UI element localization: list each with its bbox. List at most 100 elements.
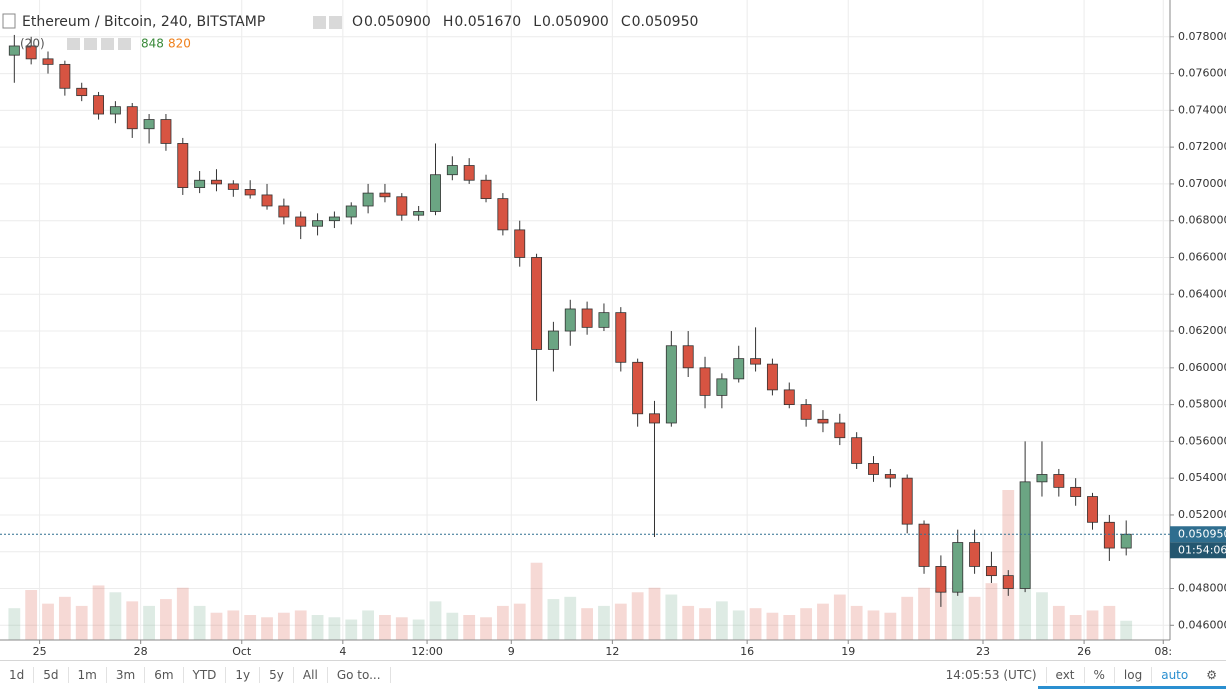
icon[interactable] (101, 38, 114, 50)
volume-bar (682, 605, 695, 640)
volume-bar (901, 596, 914, 640)
volume-bar (1019, 553, 1032, 640)
volume-bar (598, 605, 610, 640)
y-tick-label: 0.078000 (1178, 30, 1226, 43)
volume-bar (193, 605, 206, 640)
range-button[interactable]: 6m (145, 667, 184, 683)
range-button[interactable]: 5y (260, 667, 294, 683)
option-button[interactable]: % (1085, 667, 1115, 683)
candle-body (109, 106, 121, 115)
candle-body (665, 345, 677, 424)
y-tick-label: 0.076000 (1178, 67, 1226, 80)
candle-body (1120, 533, 1132, 549)
x-tick-label: 4 (339, 645, 346, 658)
ohlc-value: 0.050900 (542, 14, 609, 30)
candle-body (547, 330, 559, 350)
last-price-box (1170, 526, 1226, 543)
candle-body (699, 367, 711, 396)
last-price-label: 0.050950 (1178, 527, 1226, 540)
candle-body (93, 95, 105, 115)
x-tick-label: 26 (1077, 645, 1091, 658)
range-button[interactable]: 1m (69, 667, 107, 683)
candle-body (834, 422, 846, 439)
option-button[interactable]: log (1115, 667, 1153, 683)
settings-button[interactable]: ⚙ (1206, 668, 1217, 682)
goto-button[interactable]: Go to... (328, 667, 391, 683)
candle-body (59, 63, 71, 89)
volume-value: 848 (141, 37, 164, 51)
volume-bar (547, 599, 560, 640)
candle-body (581, 308, 593, 328)
range-button[interactable]: 1d (0, 667, 35, 683)
volume-average: 820 (168, 37, 191, 51)
icon[interactable] (118, 38, 131, 50)
volume-bar (345, 619, 358, 640)
candle-body (800, 404, 812, 420)
range-button[interactable]: YTD (184, 667, 227, 683)
volume-bar (749, 608, 762, 640)
volume-bar (210, 612, 223, 640)
y-tick-label: 0.052000 (1178, 508, 1226, 521)
volume-bar (277, 612, 290, 640)
candle-body (430, 174, 441, 212)
volume-bar (412, 619, 425, 640)
volume-bar (631, 592, 644, 640)
volume-bar (951, 580, 964, 640)
icon[interactable] (313, 16, 326, 29)
volume-bar (833, 594, 846, 640)
volume-bar (1002, 490, 1015, 640)
candle-body (345, 205, 357, 218)
volume-bar (58, 596, 71, 640)
range-button[interactable]: 5d (34, 667, 69, 683)
candle-body (25, 45, 37, 60)
x-tick-label: Oct (232, 645, 252, 658)
y-tick-label: 0.058000 (1178, 398, 1226, 411)
y-tick-label: 0.054000 (1178, 471, 1226, 484)
volume-bar (985, 583, 998, 640)
x-tick-label: 23 (976, 645, 990, 658)
volume-bar (311, 615, 324, 640)
volume-bar (715, 601, 728, 640)
active-indicator (1038, 686, 1226, 689)
volume-bar (968, 596, 981, 640)
range-button[interactable]: 1y (226, 667, 261, 683)
candle-body (42, 58, 54, 65)
volume-bar (850, 605, 863, 640)
volume-bar (513, 603, 526, 640)
volume-bar (294, 610, 307, 640)
x-tick-label: 25 (33, 645, 47, 658)
x-tick-label: 08: (1154, 645, 1172, 658)
volume-bar (783, 615, 796, 640)
range-button[interactable]: All (294, 667, 328, 683)
y-tick-label: 0.056000 (1178, 434, 1226, 447)
candle-body (615, 312, 627, 363)
volume-bar (564, 596, 577, 640)
candle-body (312, 220, 324, 227)
volume-bar (109, 592, 122, 640)
candle-body (985, 566, 997, 577)
icon[interactable] (329, 16, 342, 29)
volume-bar (395, 617, 408, 640)
volume-bar (934, 590, 947, 640)
candle-body (463, 165, 475, 181)
option-button[interactable]: auto (1161, 668, 1189, 682)
countdown-box (1170, 542, 1226, 559)
candle-body (295, 216, 307, 227)
option-button[interactable]: ext (1047, 667, 1085, 683)
ohlc-value: 0.050950 (632, 14, 699, 30)
volume-bar (328, 617, 341, 640)
volume-bar (261, 617, 273, 640)
menu-icon[interactable] (2, 13, 16, 29)
candle-body (362, 192, 374, 207)
candle-body (783, 389, 795, 405)
y-tick-label: 0.074000 (1178, 103, 1226, 116)
icon[interactable] (84, 38, 97, 50)
icon[interactable] (67, 38, 80, 50)
y-tick-label: 0.072000 (1178, 140, 1226, 153)
candle-body (446, 165, 458, 176)
candle-body (379, 192, 391, 198)
volume-bar (379, 615, 391, 640)
volume-bar (867, 610, 880, 640)
range-button[interactable]: 3m (107, 667, 146, 683)
candle-body (884, 474, 896, 479)
